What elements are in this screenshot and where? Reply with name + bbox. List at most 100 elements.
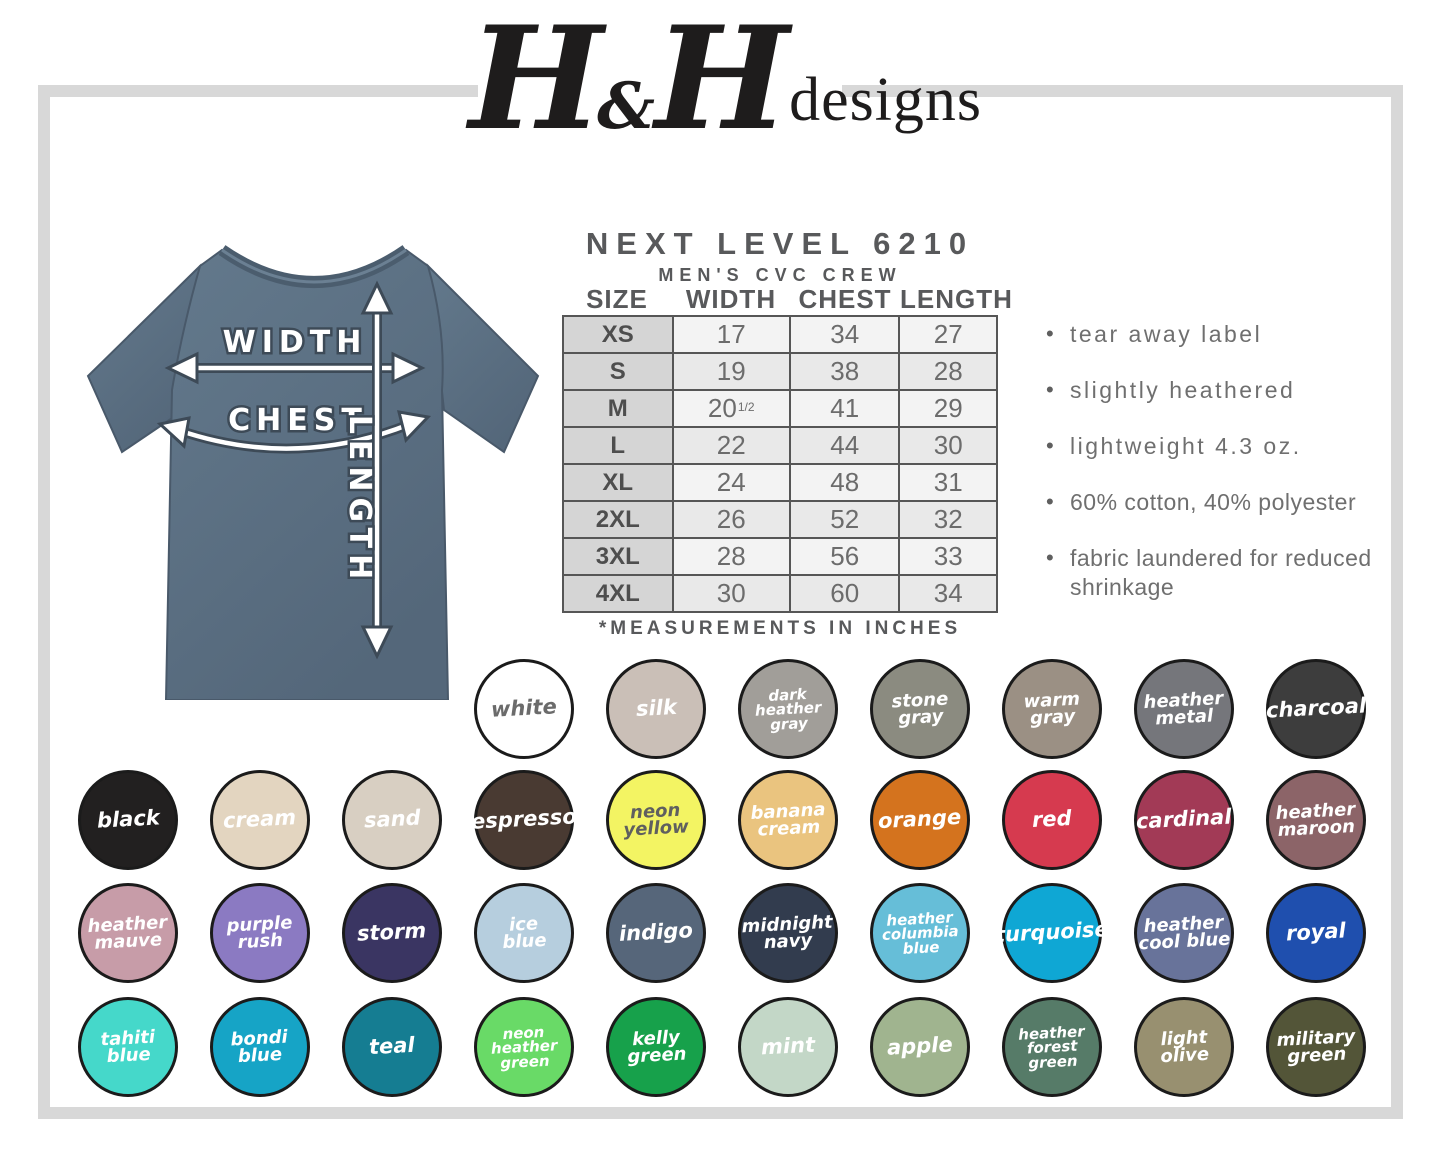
swatch-label: red <box>1031 806 1073 833</box>
size-cell-value: 38 <box>790 354 901 389</box>
feature-item: • fabric laundered for reduced shrinkage <box>1046 545 1372 600</box>
swatch-label: mint <box>760 1032 816 1060</box>
bullet-icon: • <box>1046 433 1057 458</box>
product-subtitle: MEN'S CVC CREW <box>658 265 902 285</box>
size-cell-value: 24 <box>673 465 791 500</box>
swatch-purple-rush: purple rush <box>210 883 310 983</box>
size-cell-value: 44 <box>790 428 901 463</box>
swatch-label: heather forest green <box>1017 1021 1085 1072</box>
swatch-label: sand <box>363 805 421 833</box>
size-cell-label: 3XL <box>564 539 674 574</box>
swatch-label: white <box>490 694 558 722</box>
tshirt-body <box>164 248 450 700</box>
swatch-apple: apple <box>870 997 970 1097</box>
swatch-warm-gray: warm gray <box>1002 659 1102 759</box>
swatch-label: tahiti blue <box>99 1026 156 1068</box>
length-label: LENGTH <box>342 415 377 585</box>
swatch-label: military green <box>1275 1025 1356 1068</box>
size-cell-label: 4XL <box>564 576 674 611</box>
logo-suffix: designs <box>789 66 983 134</box>
size-cell-value: 31 <box>900 465 996 500</box>
size-cell-value: 29 <box>900 391 996 426</box>
product-title: NEXT LEVEL 6210 <box>585 226 975 261</box>
swatch-label: kelly green <box>626 1026 687 1068</box>
logo-background-patch <box>478 78 842 104</box>
measurements-footnote: *MEASUREMENTS IN INCHES <box>598 618 962 639</box>
feature-item: • slightly heathered <box>1046 377 1296 403</box>
swatch-label: cream <box>222 805 298 833</box>
size-cell-value: 52 <box>790 502 901 537</box>
swatch-label: orange <box>877 804 963 834</box>
size-cell-value: 26 <box>673 502 791 537</box>
swatch-military-green: military green <box>1266 997 1366 1097</box>
tshirt-measurement-diagram: WIDTH CHEST LENGTH <box>86 245 540 700</box>
size-cell-value: 48 <box>790 465 901 500</box>
swatch-dark-heather-gray: dark heather gray <box>738 659 838 759</box>
swatch-cream: cream <box>210 770 310 870</box>
size-chart-column-headers: SIZE WIDTH CHEST LENGTH <box>562 284 1013 315</box>
swatch-row-1: white silk dark heather gray stone gray warm… <box>474 659 1367 759</box>
bullet-icon: • <box>1046 377 1057 402</box>
logo-script-text: H&H <box>468 0 789 162</box>
swatch-row-3: heather mauve purple rush storm ice blue ind… <box>78 883 1366 983</box>
size-cell-value: 27 <box>900 317 996 352</box>
size-row-m: M 20 1/2 41 29 <box>564 391 996 428</box>
size-cell-label: S <box>564 354 674 389</box>
swatch-label: neon yellow <box>623 799 690 841</box>
swatch-label: bondi blue <box>230 1026 289 1068</box>
size-row-xl: XL 24 48 31 <box>564 465 996 502</box>
size-cell-value: 19 <box>673 354 791 389</box>
size-row-3xl: 3XL 28 56 33 <box>564 539 996 576</box>
size-row-l: L 22 44 30 <box>564 428 996 465</box>
size-col-header-length: LENGTH <box>900 284 1013 314</box>
swatch-label: silk <box>634 694 677 722</box>
swatch-label: heather mauve <box>87 911 168 954</box>
swatch-label: heather metal <box>1143 687 1224 730</box>
swatch-tahiti-blue: tahiti blue <box>78 997 178 1097</box>
feature-item: • tear away label <box>1046 321 1263 347</box>
swatch-label: purple rush <box>226 912 293 954</box>
swatch-light-olive: light olive <box>1134 997 1234 1097</box>
swatch-white: white <box>474 659 574 759</box>
size-chart-table: XS 17 34 27 S 19 38 28 M 20 1/2 41 29 L 22 44 30 XL 24 48 31… <box>562 315 998 613</box>
width-label: WIDTH <box>223 325 368 360</box>
swatch-heather-cool-blue: heather cool blue <box>1134 883 1234 983</box>
swatch-teal: teal <box>342 997 442 1097</box>
ampersand: & <box>597 69 655 144</box>
swatch-label: banana cream <box>749 798 826 841</box>
swatch-label: dark heather gray <box>754 684 822 734</box>
size-cell-value: 20 1/2 <box>673 391 791 426</box>
tshirt-collar-inner <box>221 248 407 284</box>
swatch-label: heather columbia blue <box>881 907 959 958</box>
swatch-label: heather maroon <box>1275 798 1356 841</box>
length-arrow <box>360 280 394 660</box>
size-cell-value: 56 <box>790 539 901 574</box>
swatch-storm: storm <box>342 883 442 983</box>
swatch-midnight-navy: midnight navy <box>738 883 838 983</box>
size-cell-label: 2XL <box>564 502 674 537</box>
swatch-label: warm gray <box>1022 688 1081 730</box>
tshirt-right-sleeve <box>426 263 540 454</box>
swatch-label: midnight navy <box>741 911 834 954</box>
swatch-turquoise: turquoise <box>995 883 1109 983</box>
size-row-2xl: 2XL 26 52 32 <box>564 502 996 539</box>
swatch-charcoal: charcoal <box>1265 659 1367 759</box>
page-border-frame <box>38 85 1403 1119</box>
swatch-sand: sand <box>342 770 442 870</box>
swatch-label: stone gray <box>890 688 949 730</box>
swatch-label: neon heather green <box>490 1022 558 1072</box>
swatch-red: red <box>1002 770 1102 870</box>
swatch-label: royal <box>1285 918 1347 946</box>
size-cell-value: 34 <box>790 317 901 352</box>
swatch-label: teal <box>368 1032 416 1060</box>
size-cell-value: 34 <box>900 576 996 611</box>
size-cell-label: M <box>564 391 674 426</box>
swatch-stone-gray: stone gray <box>870 659 970 759</box>
feature-list: • tear away label • slightly heathered • ligh… <box>1046 320 1420 629</box>
swatch-label: heather cool blue <box>1137 911 1231 955</box>
swatch-neon-heather-green: neon heather green <box>474 997 574 1097</box>
bullet-icon: • <box>1046 489 1055 514</box>
swatch-label: ice blue <box>501 913 547 954</box>
swatch-heather-maroon: heather maroon <box>1266 770 1366 870</box>
